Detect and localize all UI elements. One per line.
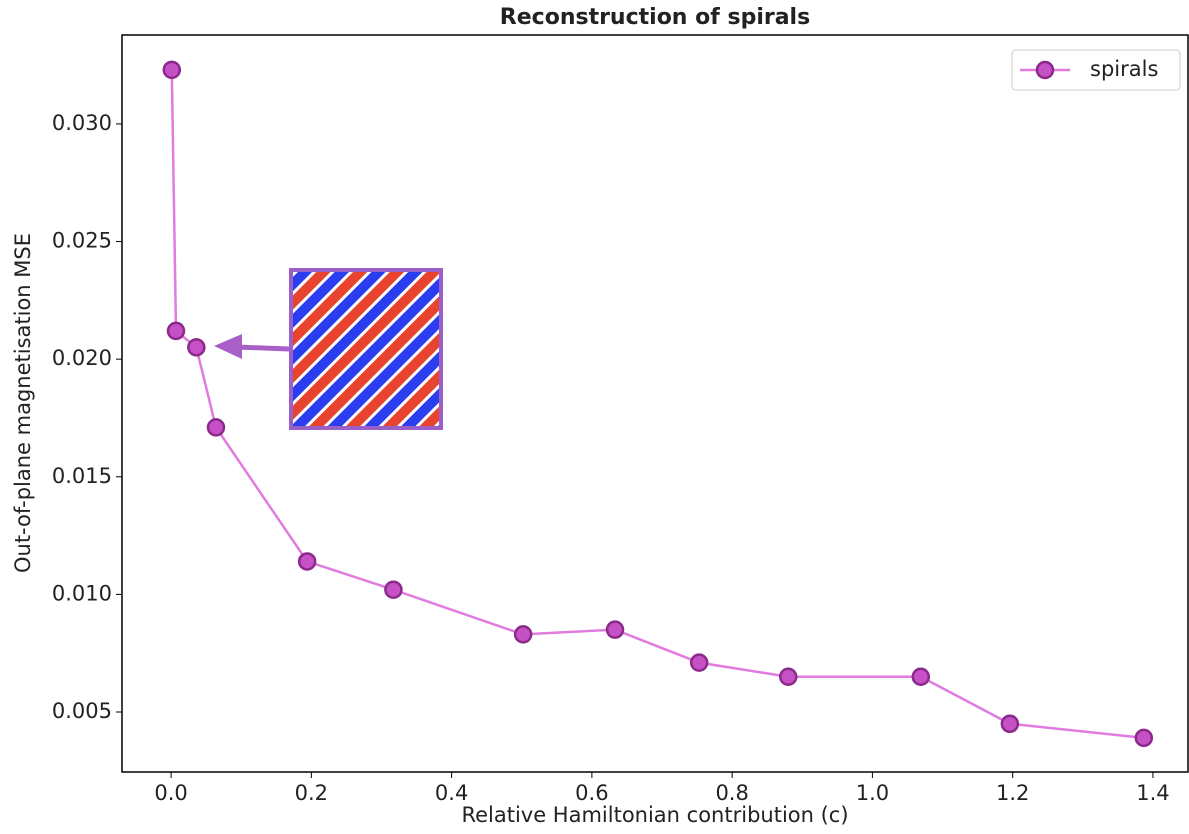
marker [911, 667, 931, 686]
marker [162, 60, 182, 80]
marker [384, 580, 403, 599]
marker [605, 620, 625, 639]
x-tick-label: 0.6 [575, 781, 608, 805]
marker [779, 667, 798, 686]
y-tick-label: 0.020 [52, 346, 112, 370]
x-tick-label: 0.8 [715, 781, 748, 805]
x-tick-label: 0.2 [295, 781, 328, 805]
x-tick-label: 1.2 [996, 781, 1029, 805]
marker [1000, 714, 1020, 734]
y-tick-label: 0.005 [52, 699, 112, 723]
x-tick-label: 1.4 [1136, 781, 1169, 805]
y-axis-label: Out-of-plane magnetisation MSE [11, 233, 35, 573]
legend-marker [1035, 60, 1055, 80]
plot-frame [121, 34, 1189, 773]
marker [206, 418, 226, 437]
marker [689, 653, 709, 672]
x-tick-label: 1.0 [856, 781, 889, 805]
y-tick-label: 0.010 [52, 581, 112, 605]
y-tick-label: 0.015 [52, 464, 112, 488]
legend-label: spirals [1090, 57, 1158, 81]
y-tick-label: 0.025 [52, 229, 112, 253]
legend-box [1011, 49, 1181, 91]
arrow-shaft [235, 344, 290, 352]
inset [214, 268, 443, 430]
inset-image [289, 268, 443, 430]
marker [513, 625, 533, 644]
x-axis-label: Relative Hamiltonian contribution (c) [461, 803, 848, 827]
x-tick-label: 0.4 [435, 781, 468, 805]
chart-title: Reconstruction of spirals [500, 5, 810, 30]
x-tick-label: 0.0 [154, 781, 187, 805]
marker [166, 321, 186, 341]
arrow-head [214, 334, 242, 359]
marker [297, 552, 317, 571]
marker [187, 338, 206, 357]
y-tick-label: 0.030 [52, 111, 112, 135]
marker [1134, 728, 1154, 748]
